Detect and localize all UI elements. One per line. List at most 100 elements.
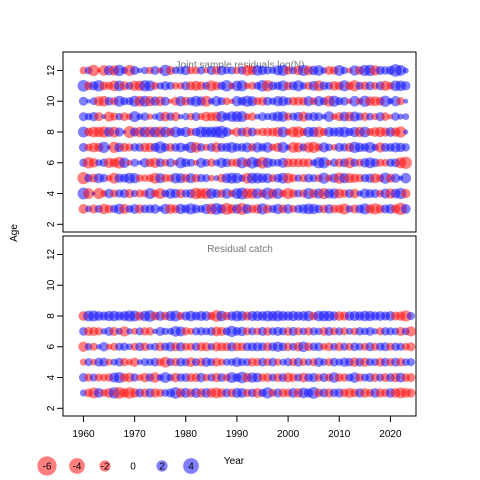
residual-bubble xyxy=(89,342,98,351)
residual-bubble xyxy=(170,111,181,122)
residual-bubble xyxy=(120,342,129,352)
residual-bubble xyxy=(130,373,139,382)
residual-bubble xyxy=(402,113,410,121)
residual-bubble xyxy=(129,111,141,123)
bottom-bubbles xyxy=(78,310,417,399)
residual-bubble xyxy=(236,80,248,92)
bottom-y-tick-label: 12 xyxy=(46,248,57,260)
residual-bubble xyxy=(88,157,99,168)
residual-bubble xyxy=(120,357,129,367)
residual-bubble xyxy=(405,326,417,337)
residual-bubble xyxy=(196,143,206,152)
residual-bubble xyxy=(160,96,170,106)
residual-bubble xyxy=(197,66,206,75)
residual-bubble xyxy=(313,65,325,76)
residual-bubble xyxy=(395,65,407,76)
residual-bubble xyxy=(406,358,415,367)
residual-bubble xyxy=(119,326,130,337)
residual-bubble xyxy=(277,141,289,153)
y-axis-label: Age xyxy=(9,224,20,242)
top-y-tick-label: 10 xyxy=(46,95,57,107)
x-tick-label: 2000 xyxy=(277,429,300,440)
x-tick-label: 1970 xyxy=(123,429,146,440)
x-tick-label: 1990 xyxy=(226,429,249,440)
residual-bubble xyxy=(390,173,401,183)
residual-bubble xyxy=(129,357,140,367)
residual-bubble xyxy=(126,328,133,335)
residual-bubble xyxy=(130,65,140,75)
x-tick-label: 2010 xyxy=(328,429,351,440)
residual-bubble xyxy=(391,112,400,121)
residual-bubble xyxy=(366,112,374,121)
residual-bubble xyxy=(400,203,411,214)
residual-bubble xyxy=(401,143,411,152)
legend-label: 2 xyxy=(159,462,165,473)
residual-bubble xyxy=(78,203,89,214)
top-y-tick-label: 12 xyxy=(46,64,57,76)
residual-bubble xyxy=(150,204,160,214)
residual-bubble xyxy=(181,327,191,336)
residual-bubble xyxy=(98,141,110,154)
residual-bubble xyxy=(339,96,349,106)
residual-bubble xyxy=(99,341,109,352)
residual-bubble xyxy=(130,158,139,167)
residual-bubble xyxy=(83,188,95,199)
residual-bubble xyxy=(119,157,130,169)
residual-bubble xyxy=(396,97,405,106)
residual-bubble xyxy=(325,143,333,152)
residual-bubble xyxy=(349,188,360,199)
legend-label: -2 xyxy=(101,462,110,473)
residual-bubble xyxy=(207,174,215,182)
residual-bubble xyxy=(247,127,257,137)
top-panel-title: Joint sample residuals log(N) xyxy=(176,60,305,71)
legend-label: 4 xyxy=(188,462,194,473)
residual-bubble xyxy=(400,172,412,184)
residual-bubble xyxy=(78,96,88,106)
top-y-tick-label: 2 xyxy=(46,221,57,227)
residual-bubble xyxy=(161,327,170,336)
residual-bubble xyxy=(406,342,416,352)
bottom-panel: Residual catch 2 4 6 8 10 12 xyxy=(46,235,417,417)
residual-bubble xyxy=(105,358,113,366)
residual-bubble xyxy=(277,126,289,138)
residual-bubble xyxy=(113,64,125,77)
legend-label: -6 xyxy=(43,462,52,473)
residual-bubble xyxy=(401,81,411,91)
residual-bubble xyxy=(304,158,314,168)
residual-bubble xyxy=(381,112,390,121)
legend-bubble xyxy=(156,460,168,472)
bottom-y-tick-label: 4 xyxy=(46,374,57,380)
residual-bubble xyxy=(340,327,349,336)
residual-bubble xyxy=(146,113,154,120)
bottom-y-tick-label: 10 xyxy=(46,279,57,291)
residual-bubble xyxy=(349,95,360,107)
residual-bubble xyxy=(87,64,100,77)
residual-bubble xyxy=(397,113,404,120)
residual-bubble xyxy=(191,112,201,121)
residual-bubble xyxy=(248,112,257,121)
x-axis: 1960 1970 1980 1990 2000 2010 2020 xyxy=(72,416,402,440)
residual-bubble xyxy=(236,111,248,123)
residual-bubble xyxy=(93,187,105,200)
bottom-y-tick-label: 8 xyxy=(46,313,57,319)
x-tick-label: 1960 xyxy=(72,429,95,440)
legend-label: -4 xyxy=(73,462,82,473)
x-tick-label: 2020 xyxy=(379,429,402,440)
residual-bubble xyxy=(200,95,212,107)
bottom-y-tick-label: 2 xyxy=(46,405,57,411)
residual-bubble xyxy=(120,112,129,121)
residual-bubble xyxy=(165,158,175,168)
residual-bubble xyxy=(86,98,91,104)
residual-bubble xyxy=(379,95,391,107)
residual-bubble xyxy=(221,127,232,137)
residual-bubble xyxy=(406,311,415,321)
residual-bubble xyxy=(318,157,330,169)
residual-bubble xyxy=(99,173,109,183)
residual-bubble xyxy=(340,66,349,75)
bottom-y-tick-label: 6 xyxy=(46,344,57,350)
x-tick-label: 1980 xyxy=(175,429,198,440)
residual-bubble xyxy=(402,67,409,74)
top-panel-frame xyxy=(62,51,417,233)
residual-bubble xyxy=(149,372,161,383)
